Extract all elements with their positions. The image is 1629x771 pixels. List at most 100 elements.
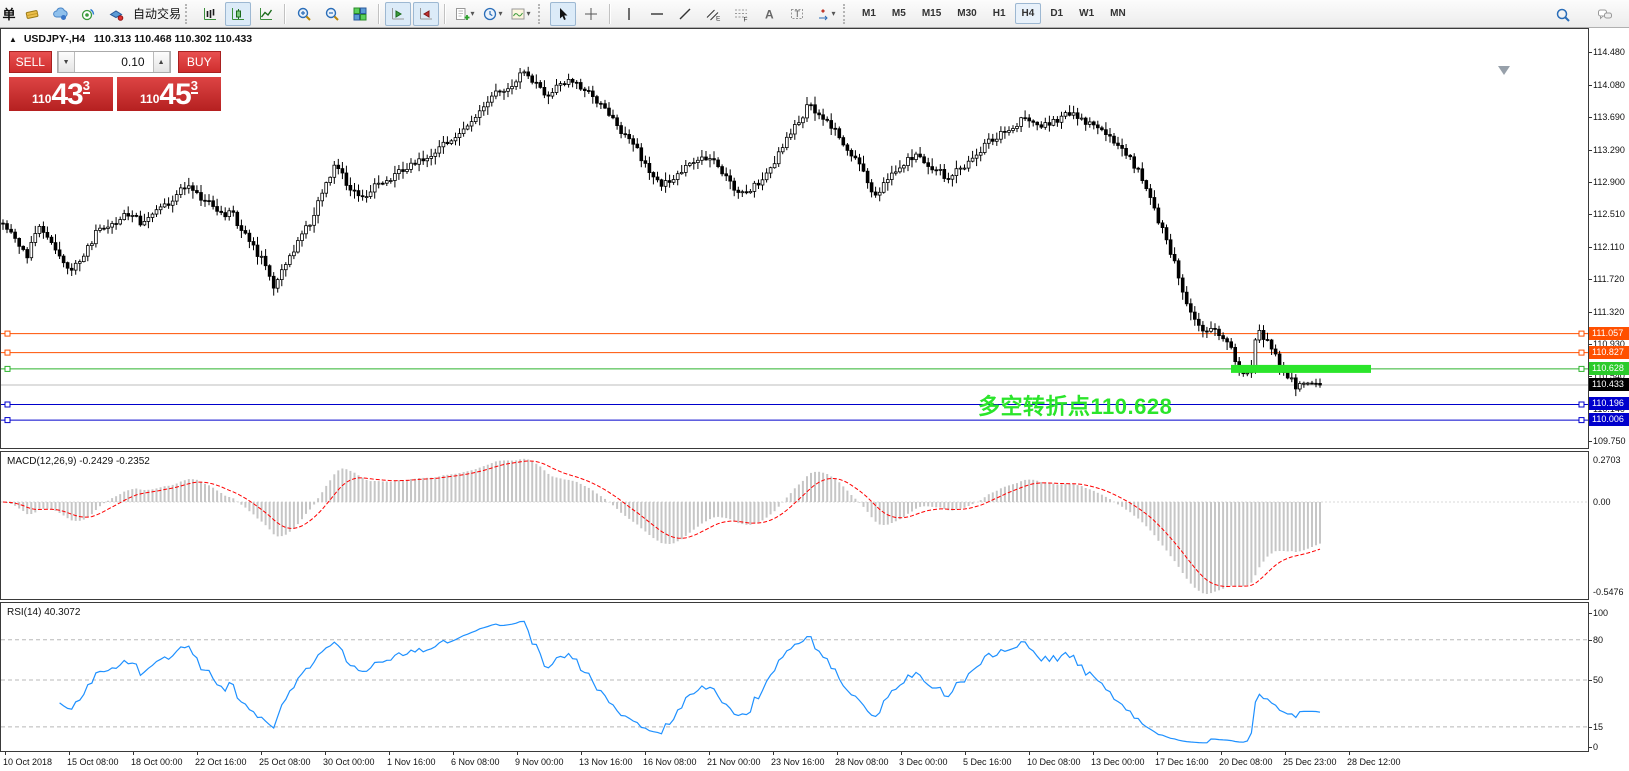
auto-trading-button[interactable] — [103, 2, 129, 26]
buy-price-big: 45 — [159, 78, 191, 111]
chart-annotation-text[interactable]: 多空转折点110.628 — [978, 394, 1173, 419]
time-tick-mark — [517, 752, 518, 755]
line-handle[interactable] — [4, 349, 11, 356]
chart-shift-button[interactable] — [413, 1, 440, 26]
candlestick-icon — [232, 7, 245, 20]
templates-button[interactable]: ▾ — [507, 2, 533, 26]
buy-price-small: 110 — [140, 92, 160, 106]
time-tick-label: 3 Dec 00:00 — [899, 757, 948, 767]
rsi-panel[interactable]: RSI(14) 40.3072 — [0, 602, 1589, 752]
zoom-out-icon — [325, 7, 339, 21]
line-handle[interactable] — [1578, 330, 1585, 337]
horizontal-line-button[interactable] — [644, 2, 670, 26]
auto-scroll-button[interactable] — [385, 1, 412, 26]
line-handle[interactable] — [4, 330, 11, 337]
macd-panel[interactable]: MACD(12,26,9) -0.2429 -0.2352 — [0, 451, 1589, 600]
collapse-one-click-icon[interactable]: ▲ — [9, 35, 17, 44]
sell-price-panel[interactable]: 110 43 3 — [9, 77, 113, 111]
candlestick-chart-button[interactable] — [225, 1, 252, 26]
cursor-button[interactable] — [550, 1, 577, 26]
price-tick-label: 113.690 — [1593, 112, 1625, 122]
toolbar-separator — [284, 3, 287, 24]
sell-price-big: 43 — [51, 78, 83, 111]
time-tick-label: 25 Oct 08:00 — [259, 757, 311, 767]
signals-button[interactable] — [75, 2, 101, 26]
axis-tick-mark — [1589, 312, 1592, 313]
text-label-button[interactable]: T — [784, 2, 810, 26]
axis-tick-mark — [1589, 680, 1592, 681]
trendline-button[interactable] — [672, 2, 698, 26]
line-handle[interactable] — [4, 401, 11, 408]
time-tick-mark — [5, 752, 6, 755]
time-tick-label: 25 Dec 23:00 — [1283, 757, 1337, 767]
line-handle[interactable] — [1578, 365, 1585, 372]
crosshair-button[interactable] — [578, 2, 604, 26]
vertical-line-button[interactable] — [616, 2, 642, 26]
timeframe-d1-button[interactable]: D1 — [1050, 8, 1064, 19]
bar-chart-button[interactable] — [197, 2, 223, 26]
dropdown-arrow-icon: ▾ — [831, 9, 836, 18]
chart-header: ▲ USDJPY-,H4 110.313 110.468 110.302 110… — [9, 33, 252, 45]
svg-text:T: T — [795, 9, 801, 19]
fibonacci-button[interactable]: F — [728, 2, 754, 26]
timeframe-m5-button[interactable]: M5 — [891, 8, 906, 19]
zoom-out-button[interactable] — [319, 2, 345, 26]
time-tick-label: 30 Oct 00:00 — [323, 757, 375, 767]
timeframe-mn-button[interactable]: MN — [1110, 8, 1126, 19]
signals-icon — [81, 8, 95, 20]
time-tick-mark — [389, 752, 390, 755]
line-handle[interactable] — [1578, 401, 1585, 408]
line-handle[interactable] — [1578, 349, 1585, 356]
search-icon — [1556, 8, 1570, 22]
time-tick-label: 18 Oct 00:00 — [131, 757, 183, 767]
text-button[interactable]: A — [756, 2, 782, 26]
timeframe-h4-button[interactable]: H4 — [1014, 3, 1042, 24]
line-chart-button[interactable] — [253, 2, 279, 26]
rsi-axis-label: 15 — [1593, 722, 1604, 732]
tile-windows-button[interactable] — [347, 2, 373, 26]
chat-button[interactable] — [1592, 3, 1618, 27]
line-handle[interactable] — [1578, 417, 1585, 424]
auto-trading-label: 自动交易 — [133, 7, 182, 21]
buy-price-panel[interactable]: 110 45 3 — [117, 77, 221, 111]
volume-input[interactable]: 0.10 — [74, 52, 153, 72]
community-button[interactable] — [47, 2, 73, 26]
timeframe-w1-button[interactable]: W1 — [1079, 8, 1095, 19]
cursor-icon — [560, 7, 568, 20]
one-click-trading-widget: SELL ▼ 0.10 ▲ BUY 110 43 3 110 45 3 — [9, 51, 221, 111]
search-button[interactable] — [1550, 3, 1576, 27]
time-tick-label: 10 Oct 2018 — [3, 757, 53, 767]
timeframe-h1-button[interactable]: H1 — [992, 8, 1006, 19]
periods-button[interactable]: ▾ — [479, 2, 505, 26]
time-axis[interactable]: 10 Oct 2018 15 Oct 08:00 18 Oct 00:00 22 Oc… — [0, 752, 1589, 771]
buy-price-sup: 3 — [190, 78, 198, 94]
arrows-button[interactable]: ▾ — [812, 2, 838, 26]
time-tick-mark — [261, 752, 262, 755]
macd-label: MACD(12,26,9) -0.2429 -0.2352 — [7, 456, 150, 467]
rsi-line — [59, 620, 1321, 744]
equidistant-channel-button[interactable]: E — [700, 2, 726, 26]
highlight-zone[interactable] — [1231, 364, 1371, 373]
zoom-in-button[interactable] — [291, 2, 317, 26]
volume-decrease-button[interactable]: ▼ — [57, 52, 75, 72]
price-axis[interactable]: 114.480 114.080 113.690 113.290 112.900 112.5… — [1589, 0, 1629, 771]
price-tick-label: 112.510 — [1593, 209, 1625, 219]
main-chart-panel[interactable]: ▲ USDJPY-,H4 110.313 110.468 110.302 110… — [0, 28, 1589, 449]
indicators-button[interactable]: ▾ — [451, 2, 477, 26]
sell-button[interactable]: SELL — [9, 51, 52, 73]
time-tick-mark — [773, 752, 774, 755]
chart-symbol-title: USDJPY-,H4 — [23, 33, 86, 45]
buy-button[interactable]: BUY — [177, 51, 221, 73]
timeframe-m30-button[interactable]: M30 — [957, 8, 977, 19]
chart-profile-button[interactable] — [19, 2, 45, 26]
timeframe-m15-button[interactable]: M15 — [921, 8, 942, 19]
line-handle[interactable] — [4, 417, 11, 424]
new-order-button[interactable]: 单 — [2, 7, 16, 22]
line-handle[interactable] — [4, 365, 11, 372]
rsi-axis-label: 100 — [1593, 608, 1609, 618]
volume-increase-button[interactable]: ▲ — [152, 52, 170, 72]
chart-shift-marker-icon[interactable] — [1498, 66, 1510, 75]
timeframe-m1-button[interactable]: M1 — [862, 8, 876, 19]
axis-tick-mark — [1589, 640, 1592, 641]
crosshair-icon — [585, 7, 598, 20]
